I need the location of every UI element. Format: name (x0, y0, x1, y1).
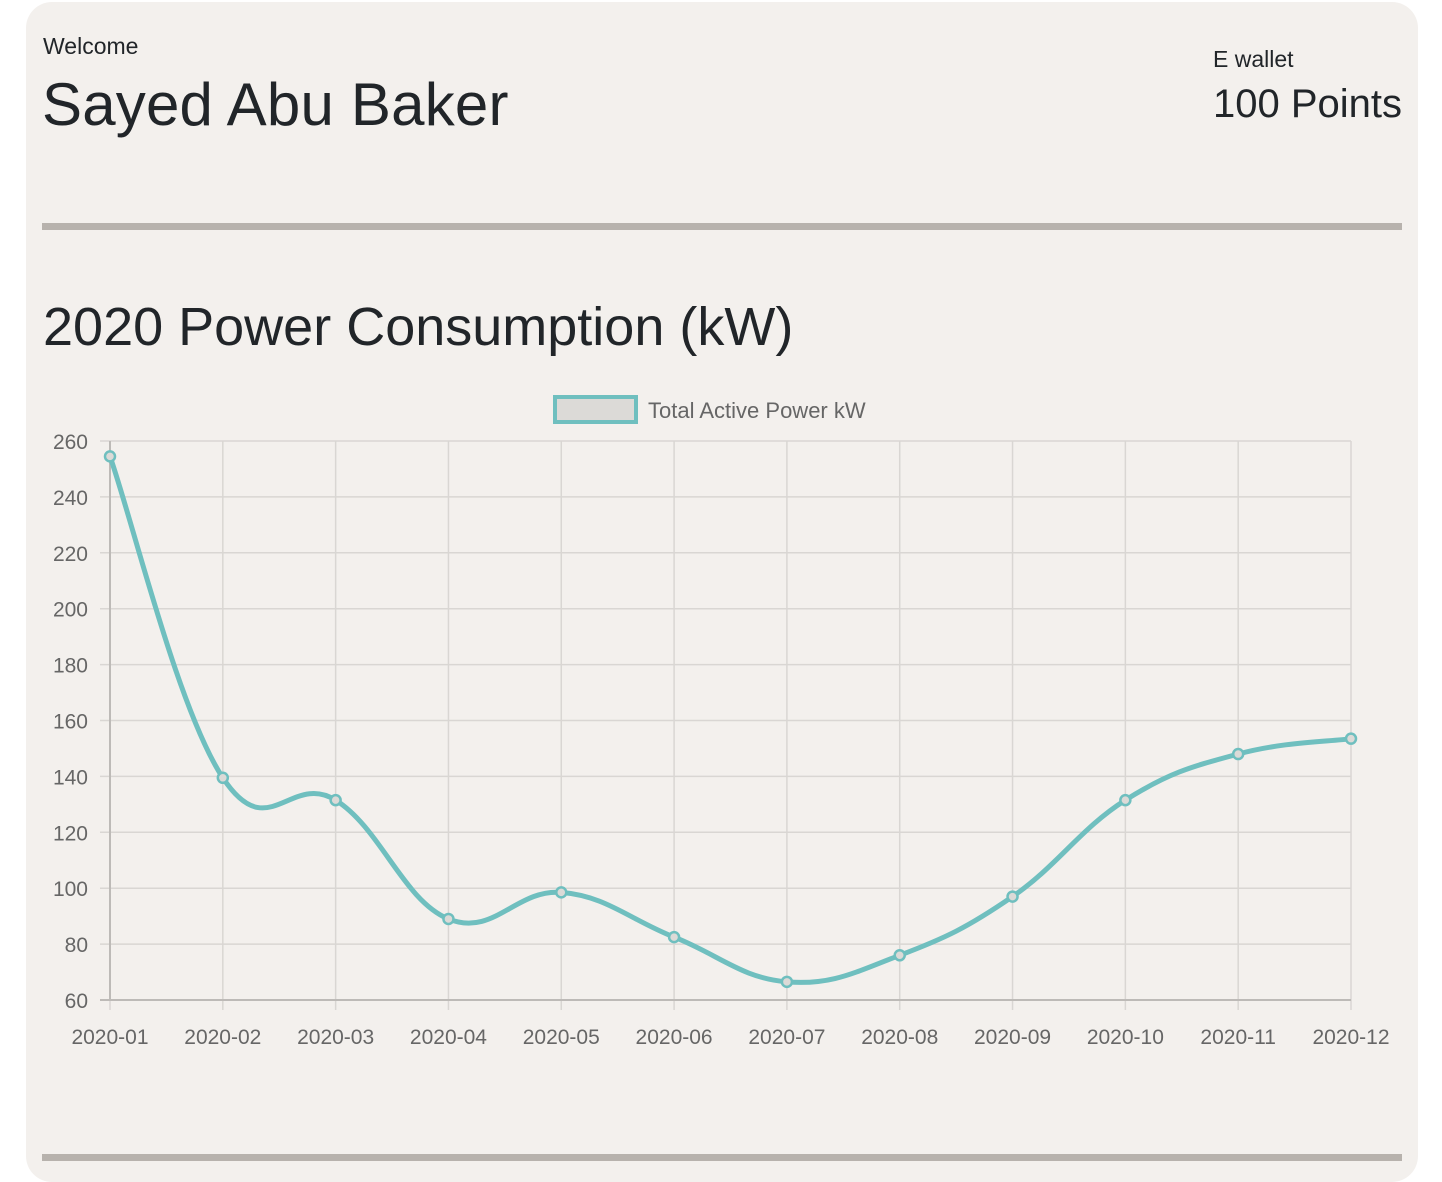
data-point[interactable] (216, 771, 230, 785)
legend-swatch[interactable] (553, 395, 638, 424)
welcome-label: Welcome (43, 33, 139, 59)
data-point[interactable] (1344, 732, 1358, 745)
legend-label[interactable]: Total Active Power kW (648, 398, 866, 423)
data-point[interactable] (555, 886, 568, 899)
x-tick-label: 2020-08 (861, 1026, 938, 1049)
x-tick-label: 2020-03 (297, 1026, 374, 1049)
x-tick-label: 2020-06 (636, 1026, 713, 1049)
data-point[interactable] (893, 949, 906, 962)
y-tick-label: 180 (53, 655, 88, 678)
data-point[interactable] (442, 912, 455, 926)
x-tick-label: 2020-02 (184, 1026, 261, 1049)
y-tick-label: 120 (53, 822, 88, 845)
chart-title: 2020 Power Consumption (kW) (43, 297, 794, 357)
user-name: Sayed Abu Baker (42, 71, 509, 138)
x-tick-label: 2020-04 (410, 1026, 487, 1049)
x-tick-label: 2020-01 (71, 1026, 148, 1049)
header-divider (42, 223, 1402, 230)
x-tick-label: 2020-12 (1312, 1026, 1389, 1049)
wallet-label: E wallet (1213, 46, 1294, 72)
y-tick-label: 200 (53, 599, 88, 622)
data-point[interactable] (1006, 890, 1019, 903)
x-tick-label: 2020-07 (748, 1026, 825, 1049)
data-point[interactable] (1119, 793, 1132, 807)
y-tick-label: 260 (53, 431, 88, 454)
x-tick-label: 2020-11 (1200, 1026, 1276, 1049)
footer-divider (42, 1154, 1402, 1161)
y-tick-label: 140 (53, 766, 88, 789)
y-tick-label: 100 (53, 878, 88, 901)
y-tick-label: 240 (53, 487, 88, 510)
wallet-points: 100 Points (1213, 82, 1403, 126)
data-point[interactable] (780, 975, 794, 989)
x-tick-label: 2020-09 (974, 1026, 1051, 1049)
data-point[interactable] (667, 930, 681, 944)
y-tick-label: 80 (65, 934, 88, 957)
y-tick-label: 220 (53, 543, 88, 566)
x-tick-label: 2020-05 (523, 1026, 600, 1049)
data-point[interactable] (329, 793, 342, 807)
x-tick-label: 2020-10 (1087, 1026, 1164, 1049)
data-point[interactable] (103, 450, 117, 463)
dashboard-card (26, 2, 1418, 1182)
series-line (107, 453, 1354, 985)
y-tick-label: 60 (65, 990, 88, 1013)
data-point[interactable] (1231, 747, 1245, 761)
y-tick-label: 160 (53, 711, 88, 734)
